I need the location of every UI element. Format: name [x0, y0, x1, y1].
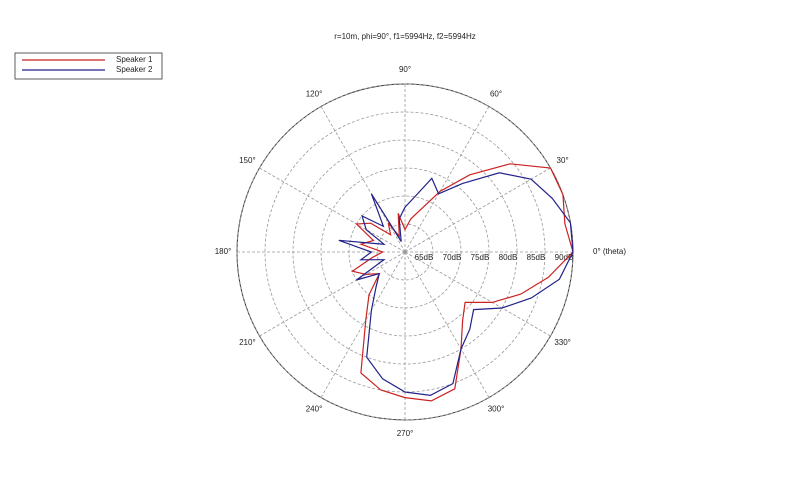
theta-tick-label: 30° [557, 156, 569, 165]
r-tick-label: 85dB [527, 253, 546, 262]
theta-tick-label: 120° [306, 89, 323, 98]
r-tick-label: 65dB [415, 253, 434, 262]
chart-title: r=10m, phi=90°, f1=5994Hz, f2=5994Hz [334, 32, 476, 41]
r-tick-label: 80dB [499, 253, 518, 262]
grid-spoke [404, 106, 490, 253]
theta-tick-label: 90° [399, 65, 411, 74]
r-tick-label: 75dB [471, 253, 490, 262]
theta-tick-label: 60° [490, 89, 502, 98]
theta-tick-label: 300° [488, 405, 505, 414]
grid-spoke [320, 251, 406, 398]
theta-tick-label: 210° [239, 338, 256, 347]
theta-tick-label: 150° [239, 156, 256, 165]
theta-tick-label: 0° (theta) [593, 247, 626, 256]
legend-label: Speaker 2 [116, 65, 153, 74]
series-line [338, 172, 574, 397]
grid-spoke [404, 251, 490, 398]
theta-tick-label: 180° [215, 247, 232, 256]
series-line [350, 163, 574, 402]
grid-circle [320, 167, 490, 337]
grid-spoke [320, 106, 406, 253]
grid-spoke [259, 167, 406, 253]
legend-box [14, 52, 163, 80]
theta-tick-label: 330° [554, 338, 571, 347]
r-tick-label: 70dB [443, 253, 462, 262]
legend-label: Speaker 1 [116, 55, 153, 64]
grid-spoke [404, 251, 551, 337]
grid-spoke [259, 251, 406, 337]
r-tick-label: 90dB [555, 253, 574, 262]
theta-tick-label: 270° [397, 429, 414, 438]
grid-spoke [404, 167, 551, 253]
theta-tick-label: 240° [306, 405, 323, 414]
